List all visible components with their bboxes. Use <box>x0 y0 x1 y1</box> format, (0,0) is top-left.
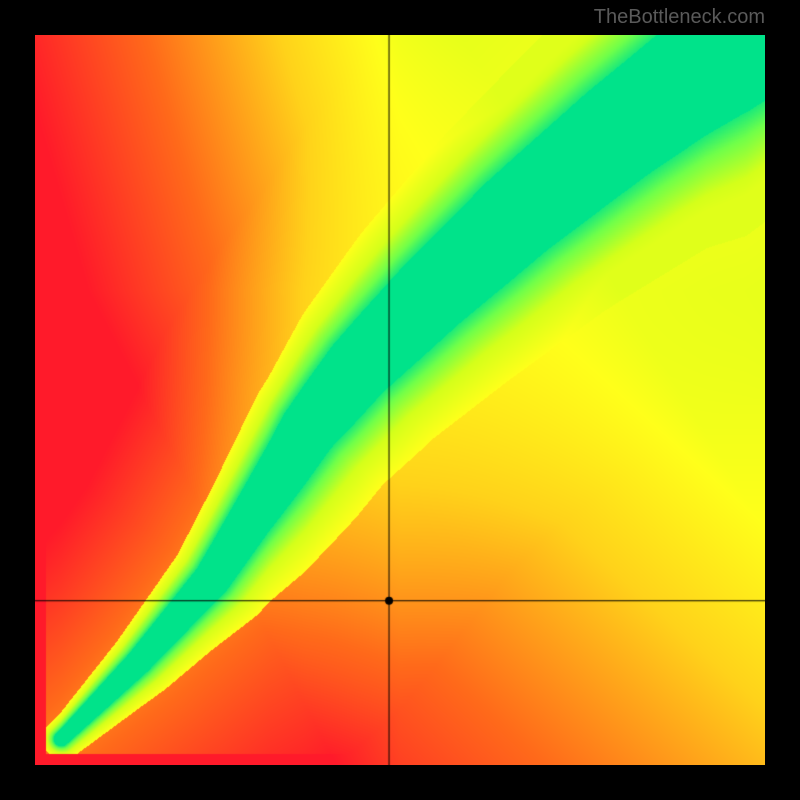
watermark-text: TheBottleneck.com <box>594 6 765 29</box>
heatmap-canvas <box>35 35 765 765</box>
bottleneck-heatmap <box>35 35 765 765</box>
